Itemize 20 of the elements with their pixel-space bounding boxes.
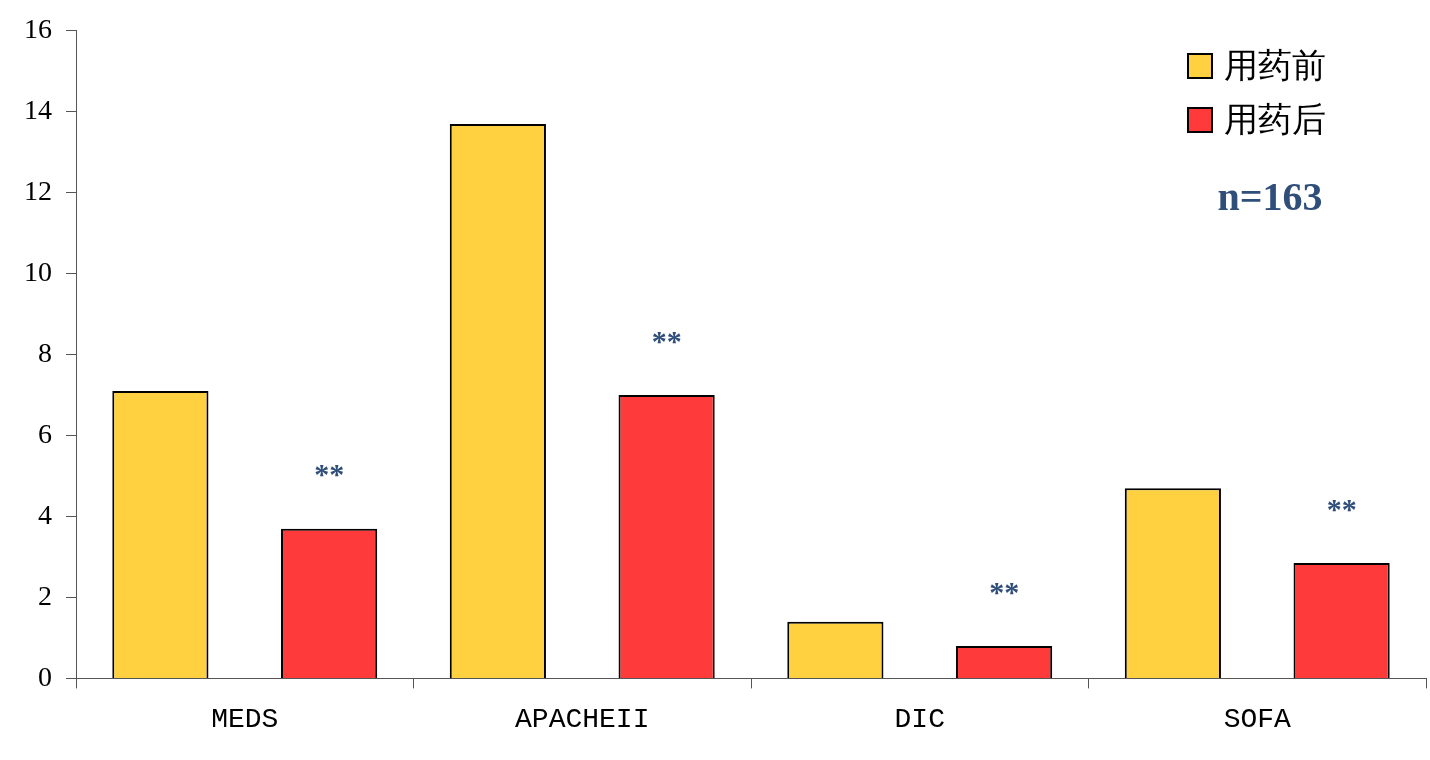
x-tick-label: APACHEII [515, 703, 650, 735]
y-tick-label: 0 [38, 660, 52, 692]
y-tick-label: 2 [38, 579, 52, 611]
annotation: n=163 [1217, 174, 1323, 220]
legend-label: 用药前 [1224, 44, 1326, 85]
annotation: ** [989, 574, 1020, 608]
x-tick-label: DIC [894, 703, 945, 735]
legend-label: 用药后 [1224, 98, 1326, 139]
annotation: ** [651, 323, 682, 357]
y-tick-label: 4 [38, 498, 52, 530]
y-tick-label: 14 [24, 94, 52, 126]
annotation: ** [314, 457, 345, 491]
y-tick-label: 8 [38, 336, 52, 368]
x-tick-label: MEDS [211, 703, 279, 735]
y-tick-label: 6 [38, 417, 52, 449]
y-tick-label: 10 [24, 256, 52, 288]
y-tick-label: 12 [24, 175, 52, 207]
annotation: ** [1326, 491, 1357, 525]
y-tick-label: 16 [24, 13, 52, 45]
x-tick-label: SOFA [1223, 703, 1292, 735]
